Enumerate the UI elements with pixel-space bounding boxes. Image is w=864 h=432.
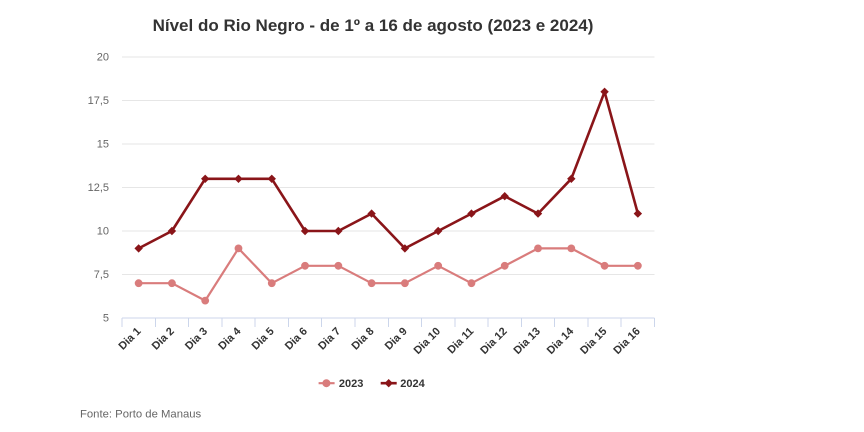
svg-text:20: 20 xyxy=(97,52,109,64)
svg-text:5: 5 xyxy=(103,313,109,325)
svg-text:2023: 2023 xyxy=(339,378,363,390)
svg-text:Nível do Rio Negro - de 1º a 1: Nível do Rio Negro - de 1º a 16 de agost… xyxy=(153,16,594,35)
svg-text:10: 10 xyxy=(97,226,109,238)
svg-text:7,5: 7,5 xyxy=(94,269,109,281)
svg-text:15: 15 xyxy=(97,139,109,151)
svg-text:Fonte: Porto de Manaus: Fonte: Porto de Manaus xyxy=(80,408,202,420)
svg-text:17,5: 17,5 xyxy=(88,95,109,107)
svg-text:12,5: 12,5 xyxy=(88,182,109,194)
svg-text:2024: 2024 xyxy=(400,378,425,390)
